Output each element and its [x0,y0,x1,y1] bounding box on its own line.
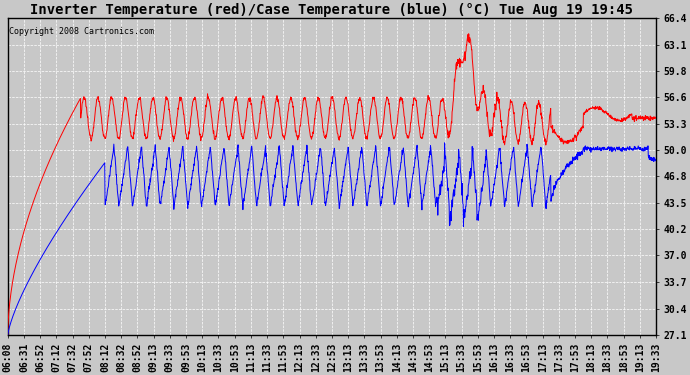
Title: Inverter Temperature (red)/Case Temperature (blue) (°C) Tue Aug 19 19:45: Inverter Temperature (red)/Case Temperat… [30,3,633,17]
Text: Copyright 2008 Cartronics.com: Copyright 2008 Cartronics.com [9,27,154,36]
